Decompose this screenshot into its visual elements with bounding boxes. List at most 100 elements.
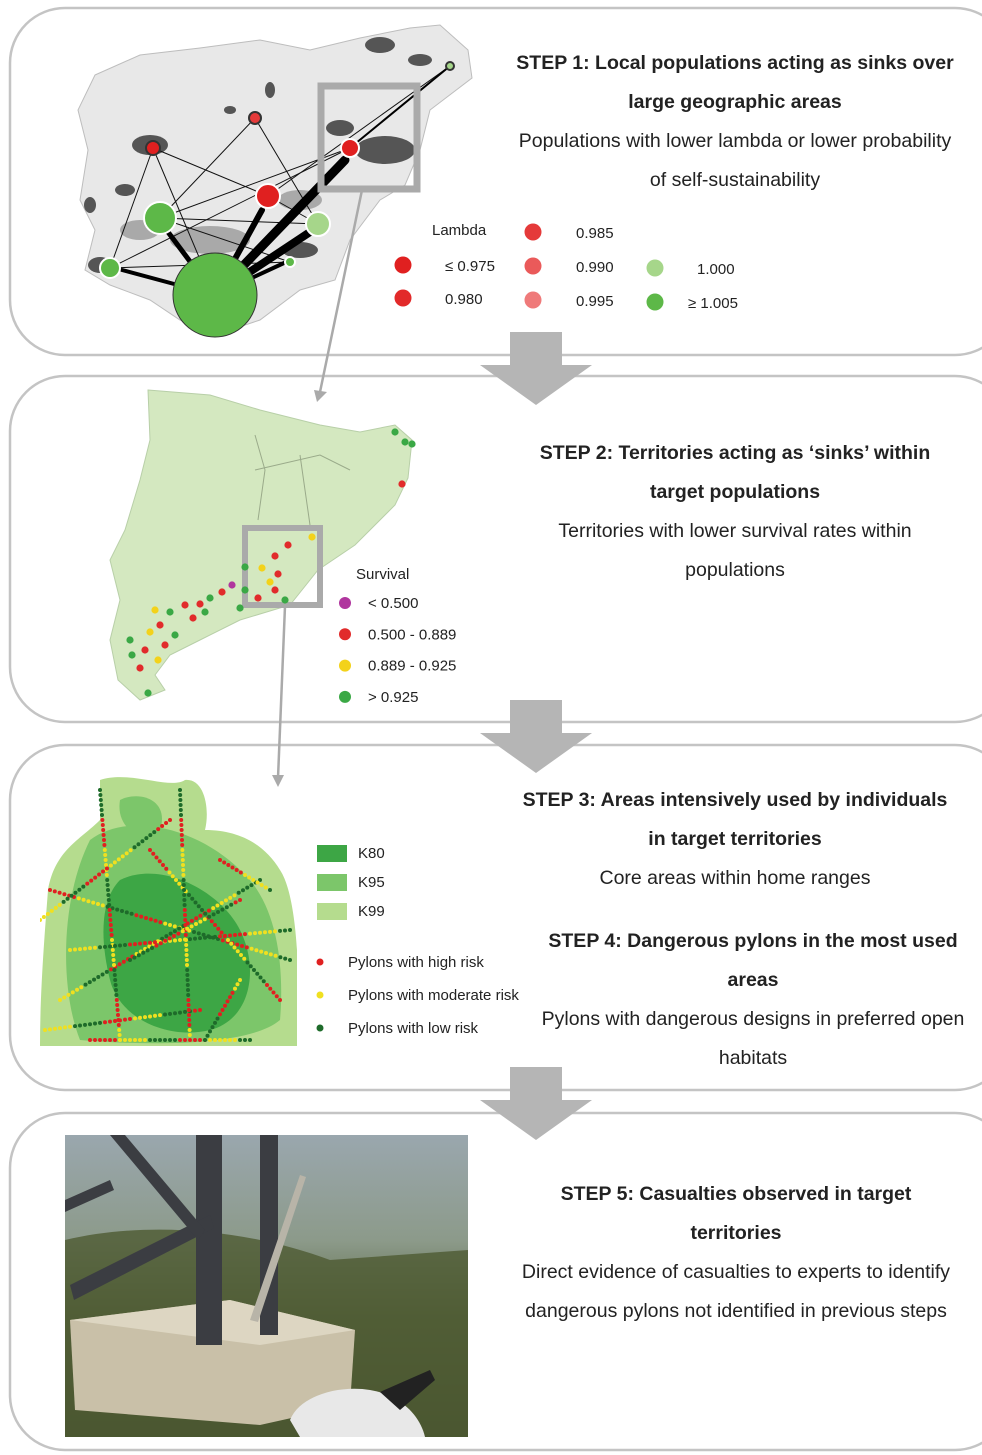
territory	[136, 664, 144, 672]
pylon	[274, 994, 279, 999]
pylon	[112, 860, 117, 865]
pylon	[179, 828, 184, 832]
pylon	[254, 948, 259, 953]
pylon	[187, 1028, 192, 1032]
pylon	[198, 913, 203, 918]
pylon	[115, 907, 120, 912]
pylon	[194, 922, 198, 926]
pylon	[164, 821, 169, 826]
pylon	[156, 827, 161, 832]
pylon	[228, 895, 233, 900]
pylon	[172, 924, 177, 929]
pylon	[239, 953, 243, 957]
step-description: Pylons with dangerous designs in preferr…	[541, 1008, 965, 1069]
pylon	[100, 818, 105, 822]
legend-swatch	[317, 845, 347, 862]
pylon	[68, 1024, 72, 1029]
step-description: Direct evidence of casualties to experts…	[521, 1261, 951, 1322]
pylon	[98, 1038, 102, 1042]
pylon	[153, 940, 157, 945]
step-title: STEP 2: Territories acting as ‘sinks’ wi…	[539, 442, 931, 503]
pylon	[178, 788, 182, 792]
pylon	[220, 938, 225, 943]
pylon	[117, 1028, 122, 1032]
pylon	[203, 935, 207, 940]
pylon	[134, 913, 139, 918]
territory	[161, 641, 169, 649]
territory	[228, 581, 236, 589]
pylon	[52, 889, 57, 894]
pylon	[109, 928, 114, 932]
pylon	[98, 1020, 102, 1025]
pylon	[242, 956, 247, 961]
legend-label: K99	[358, 903, 385, 920]
step-text: STEP 4: Dangerous pylons in the most use…	[533, 922, 973, 1078]
population-areas-light	[120, 190, 322, 254]
pylon	[233, 933, 237, 937]
pylon	[224, 905, 229, 910]
legend-label: ≤ 0.975	[445, 258, 495, 275]
pylon	[91, 900, 96, 905]
pylon	[62, 995, 67, 1000]
pylon	[268, 929, 272, 934]
territory	[258, 564, 266, 572]
pylon	[128, 942, 132, 947]
pylon	[215, 1016, 220, 1021]
pylon	[118, 1038, 122, 1042]
pylon	[180, 853, 185, 857]
pylon	[163, 921, 168, 926]
pylon	[268, 986, 273, 991]
province-borders	[254, 434, 351, 526]
pylon	[103, 944, 107, 949]
pylon	[148, 833, 153, 838]
flow-arrows	[480, 332, 592, 1140]
pylon	[103, 853, 108, 857]
pylon	[73, 890, 78, 895]
pylon	[187, 1013, 191, 1017]
pylon	[53, 1026, 57, 1031]
pylon	[232, 945, 237, 950]
step-text: STEP 1: Local populations acting as sink…	[515, 44, 955, 200]
pylon	[83, 982, 88, 987]
legend-marker	[339, 659, 351, 672]
territory	[218, 588, 226, 596]
pylon	[143, 941, 147, 946]
pylon	[228, 1038, 232, 1042]
pylon	[115, 1008, 120, 1012]
legend-label: 0.500 - 0.889	[368, 626, 456, 643]
pylon	[114, 993, 119, 997]
pylon	[187, 1023, 192, 1027]
pylon	[187, 893, 191, 897]
pylon	[161, 863, 165, 867]
pylon	[183, 918, 188, 922]
territory	[154, 656, 162, 664]
pylon	[233, 1038, 237, 1042]
pylon	[182, 888, 186, 892]
pylon	[158, 1013, 162, 1018]
pylon	[108, 923, 113, 927]
pylon	[177, 881, 182, 886]
territory	[271, 552, 279, 560]
pylon	[41, 914, 46, 919]
pylon	[185, 968, 190, 972]
pylon	[153, 918, 158, 923]
pylon	[62, 892, 67, 897]
pylon	[116, 1023, 121, 1027]
pylon	[278, 955, 283, 960]
pylon	[76, 896, 81, 901]
pylon	[243, 873, 247, 877]
pylon	[182, 893, 187, 897]
territory	[281, 596, 289, 604]
legend-label: 0.985	[576, 225, 614, 242]
pylon	[179, 818, 184, 822]
pylon	[112, 963, 116, 967]
pylon	[45, 911, 50, 916]
pylon	[184, 948, 189, 952]
pylon	[203, 911, 208, 916]
pylon	[101, 833, 106, 837]
pylon	[109, 933, 114, 937]
flow-arrow	[480, 700, 592, 773]
pylon	[179, 823, 184, 827]
pylon	[143, 1015, 147, 1020]
